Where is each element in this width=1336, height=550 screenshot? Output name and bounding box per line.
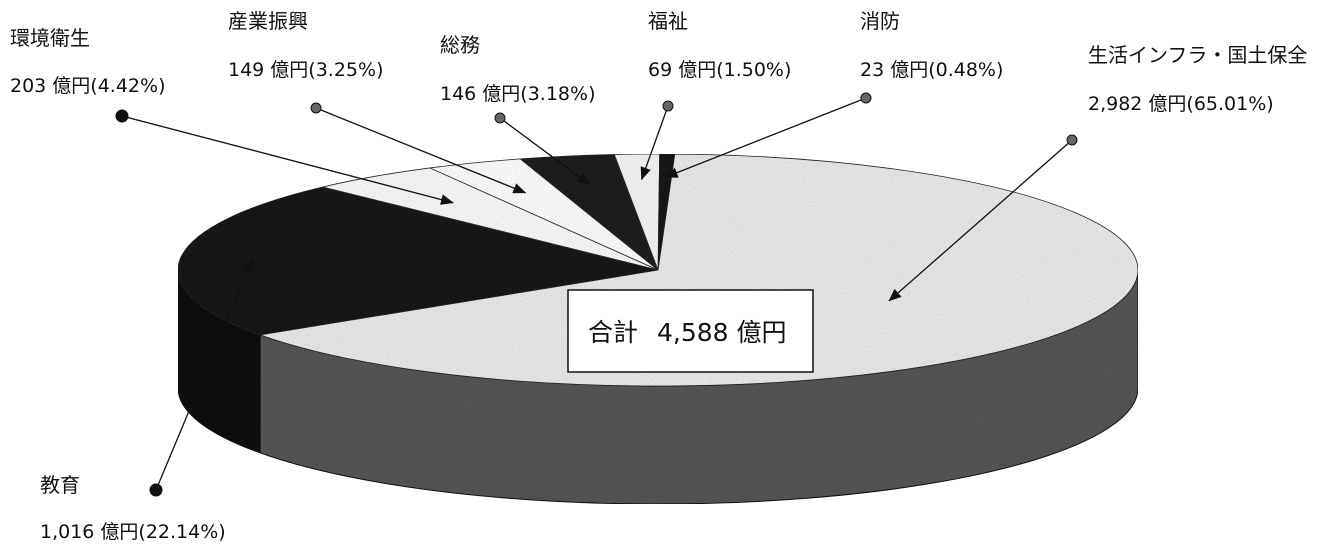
- slice-name-0: 生活インフラ・国土保全: [1088, 43, 1307, 67]
- leader-dot-1: [149, 483, 163, 497]
- slice-name-1: 教育: [40, 473, 80, 497]
- slice-name-6: 消防: [860, 9, 900, 33]
- leader-arrow-6: [664, 167, 679, 178]
- leader-lines: [115, 92, 1078, 497]
- slice-value-0: 2,982 億円(65.01%): [1088, 93, 1274, 115]
- total-box: 合計 4,588 億円: [567, 289, 814, 373]
- pie-slice-6: [657, 153, 676, 271]
- slice-name-3: 産業振興: [228, 9, 308, 33]
- leader-dot-4: [494, 112, 506, 124]
- leader-line-1: [155, 259, 253, 491]
- slice-labels: 生活インフラ・国土保全 2,982 億円(65.01%) 教育 1,016 億円(22…: [10, 9, 1307, 543]
- leader-dot-3: [310, 102, 322, 114]
- leader-arrow-2: [440, 194, 454, 205]
- leader-arrow-5: [640, 166, 651, 181]
- leader-dot-2: [115, 109, 129, 123]
- slice-value-4: 146 億円(3.18%): [440, 83, 596, 105]
- leader-dot-5: [662, 100, 674, 112]
- leader-line-5: [640, 105, 669, 180]
- leader-dot-0: [1066, 134, 1078, 146]
- leader-dot-6: [860, 92, 872, 104]
- leader-line-4: [499, 117, 591, 186]
- leader-line-3: [315, 107, 526, 194]
- leader-line-2: [121, 115, 454, 204]
- slice-name-2: 環境衛生: [10, 26, 90, 50]
- leader-arrow-0: [888, 288, 902, 302]
- total-box-frame: [567, 289, 814, 373]
- pie-tops: [177, 153, 1139, 387]
- leader-arrow-1: [242, 259, 253, 274]
- slice-value-6: 23 億円(0.48%): [860, 59, 1003, 81]
- leader-arrow-3: [512, 183, 527, 194]
- pie-slice-0: [260, 153, 1139, 387]
- total-value: 4,588 億円: [657, 318, 787, 347]
- slice-name-4: 総務: [440, 33, 480, 57]
- slice-value-3: 149 億円(3.25%): [228, 59, 384, 81]
- pie-slice-1: [177, 186, 659, 336]
- total-label: 合計: [588, 318, 638, 347]
- leader-arrow-4: [576, 172, 591, 185]
- slice-value-2: 203 億円(4.42%): [10, 75, 166, 97]
- slice-value-1: 1,016 億円(22.14%): [40, 521, 226, 543]
- slice-name-5: 福祉: [648, 9, 688, 33]
- leader-line-6: [665, 97, 867, 178]
- slice-value-5: 69 億円(1.50%): [648, 59, 791, 81]
- leader-line-0: [888, 139, 1073, 302]
